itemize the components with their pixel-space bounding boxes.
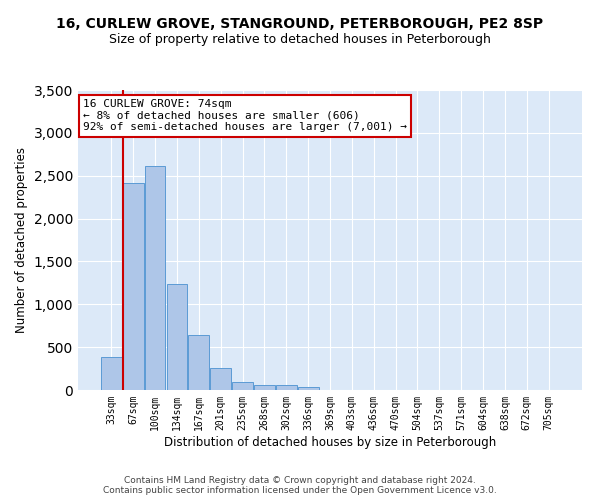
Bar [123, 182, 143, 390]
Bar [101, 356, 122, 390]
Text: 16, CURLEW GROVE, STANGROUND, PETERBOROUGH, PE2 8SP: 16, CURLEW GROVE, STANGROUND, PETERBOROU… [56, 18, 544, 32]
Bar [254, 385, 275, 390]
Bar [145, 166, 166, 390]
Bar [167, 284, 187, 390]
Bar [232, 382, 253, 390]
Bar [188, 335, 209, 390]
Text: 16 CURLEW GROVE: 74sqm
← 8% of detached houses are smaller (606)
92% of semi-det: 16 CURLEW GROVE: 74sqm ← 8% of detached … [83, 99, 407, 132]
Y-axis label: Number of detached properties: Number of detached properties [15, 147, 28, 333]
Bar [298, 386, 319, 390]
Bar [210, 368, 231, 390]
Bar [276, 386, 296, 390]
Text: Contains HM Land Registry data © Crown copyright and database right 2024.
Contai: Contains HM Land Registry data © Crown c… [103, 476, 497, 495]
X-axis label: Distribution of detached houses by size in Peterborough: Distribution of detached houses by size … [164, 436, 496, 448]
Text: Size of property relative to detached houses in Peterborough: Size of property relative to detached ho… [109, 32, 491, 46]
